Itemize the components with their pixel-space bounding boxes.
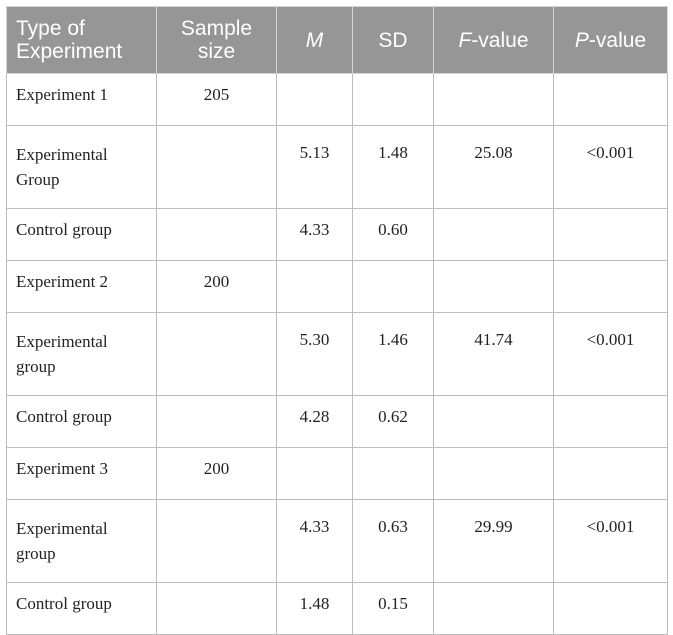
table-row: Experiment 3 200 bbox=[6, 447, 668, 500]
cell-f-value: 25.08 bbox=[433, 125, 554, 209]
header-f-suffix: -value bbox=[471, 28, 529, 52]
cell-p-value: <0.001 bbox=[553, 125, 668, 209]
cell-mean: 4.33 bbox=[276, 208, 353, 261]
header-type-of-experiment: Type of Experiment bbox=[6, 6, 157, 74]
cell-sample-size: 200 bbox=[156, 260, 277, 313]
cell-sd bbox=[352, 260, 434, 313]
cell-sd: 0.62 bbox=[352, 395, 434, 448]
cell-type: Experiment 1 bbox=[6, 73, 157, 126]
cell-f-value: 29.99 bbox=[433, 499, 554, 583]
cell-f-value bbox=[433, 73, 554, 126]
cell-p-value bbox=[553, 208, 668, 261]
cell-mean bbox=[276, 73, 353, 126]
cell-type: Control group bbox=[6, 208, 157, 261]
cell-f-value bbox=[433, 395, 554, 448]
cell-type: Control group bbox=[6, 582, 157, 635]
cell-type: Experimental group bbox=[6, 312, 157, 396]
table-row: Experimental Group 5.13 1.48 25.08 <0.00… bbox=[6, 125, 668, 209]
table-row: Experimental group 5.30 1.46 41.74 <0.00… bbox=[6, 312, 668, 396]
cell-p-value bbox=[553, 395, 668, 448]
cell-mean: 4.33 bbox=[276, 499, 353, 583]
cell-sd: 0.60 bbox=[352, 208, 434, 261]
cell-sd bbox=[352, 73, 434, 126]
cell-sd: 1.48 bbox=[352, 125, 434, 209]
cell-p-value: <0.001 bbox=[553, 499, 668, 583]
cell-f-value bbox=[433, 447, 554, 500]
cell-mean bbox=[276, 260, 353, 313]
header-mean: M bbox=[276, 6, 353, 74]
cell-sample-size bbox=[156, 582, 277, 635]
cell-sample-size: 200 bbox=[156, 447, 277, 500]
cell-mean: 1.48 bbox=[276, 582, 353, 635]
cell-f-value bbox=[433, 260, 554, 313]
header-f-value: F-value bbox=[433, 6, 554, 74]
cell-p-value bbox=[553, 260, 668, 313]
cell-sd: 1.46 bbox=[352, 312, 434, 396]
cell-sd: 0.15 bbox=[352, 582, 434, 635]
header-row: Type of Experiment Sample size M SD F-va… bbox=[6, 6, 668, 74]
header-sd: SD bbox=[352, 6, 434, 74]
table-row: Experiment 2 200 bbox=[6, 260, 668, 313]
cell-p-value bbox=[553, 447, 668, 500]
cell-type: Experiment 2 bbox=[6, 260, 157, 313]
cell-sample-size bbox=[156, 499, 277, 583]
cell-sample-size bbox=[156, 395, 277, 448]
header-f-italic: F bbox=[458, 28, 472, 52]
header-mean-label: M bbox=[305, 28, 324, 52]
results-table: Type of Experiment Sample size M SD F-va… bbox=[6, 6, 668, 635]
header-p-value: P-value bbox=[553, 6, 668, 74]
cell-type: Experiment 3 bbox=[6, 447, 157, 500]
table-row: Control group 1.48 0.15 bbox=[6, 582, 668, 635]
table-row: Experimental group 4.33 0.63 29.99 <0.00… bbox=[6, 499, 668, 583]
cell-f-value bbox=[433, 582, 554, 635]
cell-p-value bbox=[553, 73, 668, 126]
cell-p-value bbox=[553, 582, 668, 635]
cell-sd bbox=[352, 447, 434, 500]
cell-mean bbox=[276, 447, 353, 500]
cell-sample-size bbox=[156, 208, 277, 261]
cell-sample-size: 205 bbox=[156, 73, 277, 126]
header-sample-size: Sample size bbox=[156, 6, 277, 74]
header-p-suffix: -value bbox=[588, 28, 647, 52]
header-p-italic: P bbox=[574, 28, 589, 52]
cell-sample-size bbox=[156, 125, 277, 209]
cell-type: Experimental group bbox=[6, 499, 157, 583]
cell-f-value: 41.74 bbox=[433, 312, 554, 396]
table-row: Control group 4.33 0.60 bbox=[6, 208, 668, 261]
cell-mean: 5.30 bbox=[276, 312, 353, 396]
cell-mean: 4.28 bbox=[276, 395, 353, 448]
table-row: Experiment 1 205 bbox=[6, 73, 668, 126]
cell-sample-size bbox=[156, 312, 277, 396]
cell-type: Control group bbox=[6, 395, 157, 448]
cell-type: Experimental Group bbox=[6, 125, 157, 209]
cell-f-value bbox=[433, 208, 554, 261]
table-row: Control group 4.28 0.62 bbox=[6, 395, 668, 448]
cell-mean: 5.13 bbox=[276, 125, 353, 209]
cell-p-value: <0.001 bbox=[553, 312, 668, 396]
cell-sd: 0.63 bbox=[352, 499, 434, 583]
